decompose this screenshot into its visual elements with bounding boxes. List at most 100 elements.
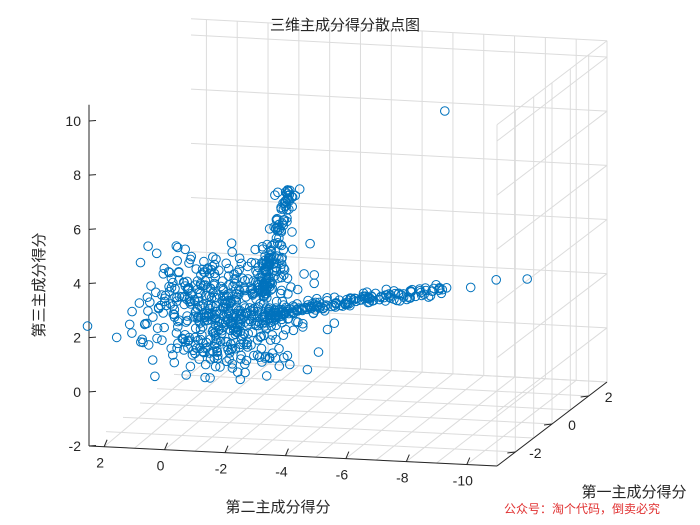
- data-point: [416, 290, 427, 301]
- data-point: [280, 324, 291, 335]
- data-point: [223, 295, 233, 306]
- data-point: [216, 281, 226, 292]
- data-point: [241, 339, 252, 350]
- data-point: [263, 260, 274, 271]
- data-point: [249, 350, 259, 361]
- data-point: [227, 247, 237, 257]
- y-axis-label: 第二主成分得分: [225, 498, 330, 516]
- data-point: [257, 282, 268, 292]
- data-point: [236, 354, 246, 364]
- data-point: [160, 293, 170, 304]
- wall-gridline: [496, 56, 608, 142]
- z-tick-label: -2: [69, 438, 82, 454]
- data-point: [254, 285, 265, 295]
- data-point: [309, 270, 320, 280]
- data-point: [181, 370, 191, 380]
- data-point: [269, 222, 279, 232]
- data-point: [362, 292, 373, 302]
- axis-layer: [88, 104, 608, 467]
- data-point: [226, 318, 237, 329]
- data-point: [183, 336, 193, 347]
- data-point: [274, 233, 284, 243]
- data-point: [201, 337, 212, 348]
- data-point: [163, 267, 174, 277]
- y-tick-label: -10: [453, 473, 473, 489]
- data-point: [256, 343, 267, 354]
- data-point: [111, 332, 122, 343]
- data-point: [151, 248, 162, 259]
- wall-gridline: [190, 88, 608, 112]
- x-tick-label: 2: [605, 389, 613, 405]
- x-axis-label: 第一主成分得分: [581, 483, 686, 501]
- data-point: [270, 353, 281, 363]
- data-point: [261, 371, 272, 381]
- data-point: [251, 320, 261, 331]
- y-tick-label: 2: [96, 455, 104, 471]
- data-point: [297, 303, 307, 314]
- data-point: [168, 309, 178, 319]
- data-point: [522, 274, 533, 284]
- data-point: [271, 303, 281, 313]
- data-point: [145, 297, 155, 308]
- data-point: [288, 325, 299, 336]
- y-tick-label: -8: [396, 470, 409, 486]
- data-point: [195, 318, 205, 328]
- data-point: [174, 315, 184, 326]
- data-point: [271, 320, 281, 331]
- data-points: [82, 106, 533, 385]
- data-point: [191, 264, 201, 274]
- data-point: [322, 293, 332, 303]
- data-point: [188, 345, 199, 356]
- data-point: [204, 291, 215, 301]
- data-point: [322, 324, 333, 335]
- data-point: [265, 335, 276, 345]
- data-point: [288, 301, 298, 311]
- data-point: [211, 337, 222, 348]
- data-point: [282, 216, 292, 227]
- data-point: [223, 305, 234, 316]
- data-point: [148, 312, 158, 322]
- y-axis-line: [88, 445, 498, 467]
- data-point: [434, 285, 444, 296]
- data-point: [379, 292, 389, 303]
- data-point: [150, 371, 160, 382]
- data-point: [172, 343, 182, 354]
- wall-gridline: [190, 142, 608, 166]
- z-tick-mark: [88, 336, 97, 339]
- x-tick-mark: [580, 395, 589, 398]
- y-tick-label: -4: [275, 464, 288, 480]
- wall-gridline: [496, 40, 608, 126]
- data-point: [259, 330, 269, 341]
- data-point: [187, 350, 198, 360]
- data-point: [252, 335, 263, 345]
- data-point: [127, 328, 137, 338]
- data-point: [82, 321, 93, 331]
- wall-gridline: [190, 305, 608, 329]
- z-tick-label: 4: [73, 276, 81, 292]
- data-point: [282, 273, 293, 284]
- data-point: [147, 355, 158, 365]
- data-point: [309, 299, 320, 310]
- data-point: [269, 271, 280, 281]
- data-point: [221, 258, 231, 269]
- data-point: [124, 319, 135, 330]
- data-point: [389, 294, 399, 305]
- data-point: [262, 282, 273, 292]
- data-point: [361, 291, 371, 302]
- data-point: [222, 337, 232, 347]
- data-point: [174, 267, 184, 277]
- data-point: [491, 275, 502, 285]
- data-point: [286, 282, 296, 292]
- data-point: [166, 343, 176, 354]
- data-point: [243, 328, 253, 339]
- data-point: [235, 374, 246, 385]
- data-point: [273, 305, 284, 316]
- data-point: [208, 252, 218, 262]
- data-point: [247, 289, 257, 299]
- data-point: [199, 316, 210, 326]
- data-point: [278, 204, 289, 214]
- data-point: [210, 313, 221, 323]
- data-point: [143, 241, 153, 251]
- floor-gridline: [156, 388, 571, 411]
